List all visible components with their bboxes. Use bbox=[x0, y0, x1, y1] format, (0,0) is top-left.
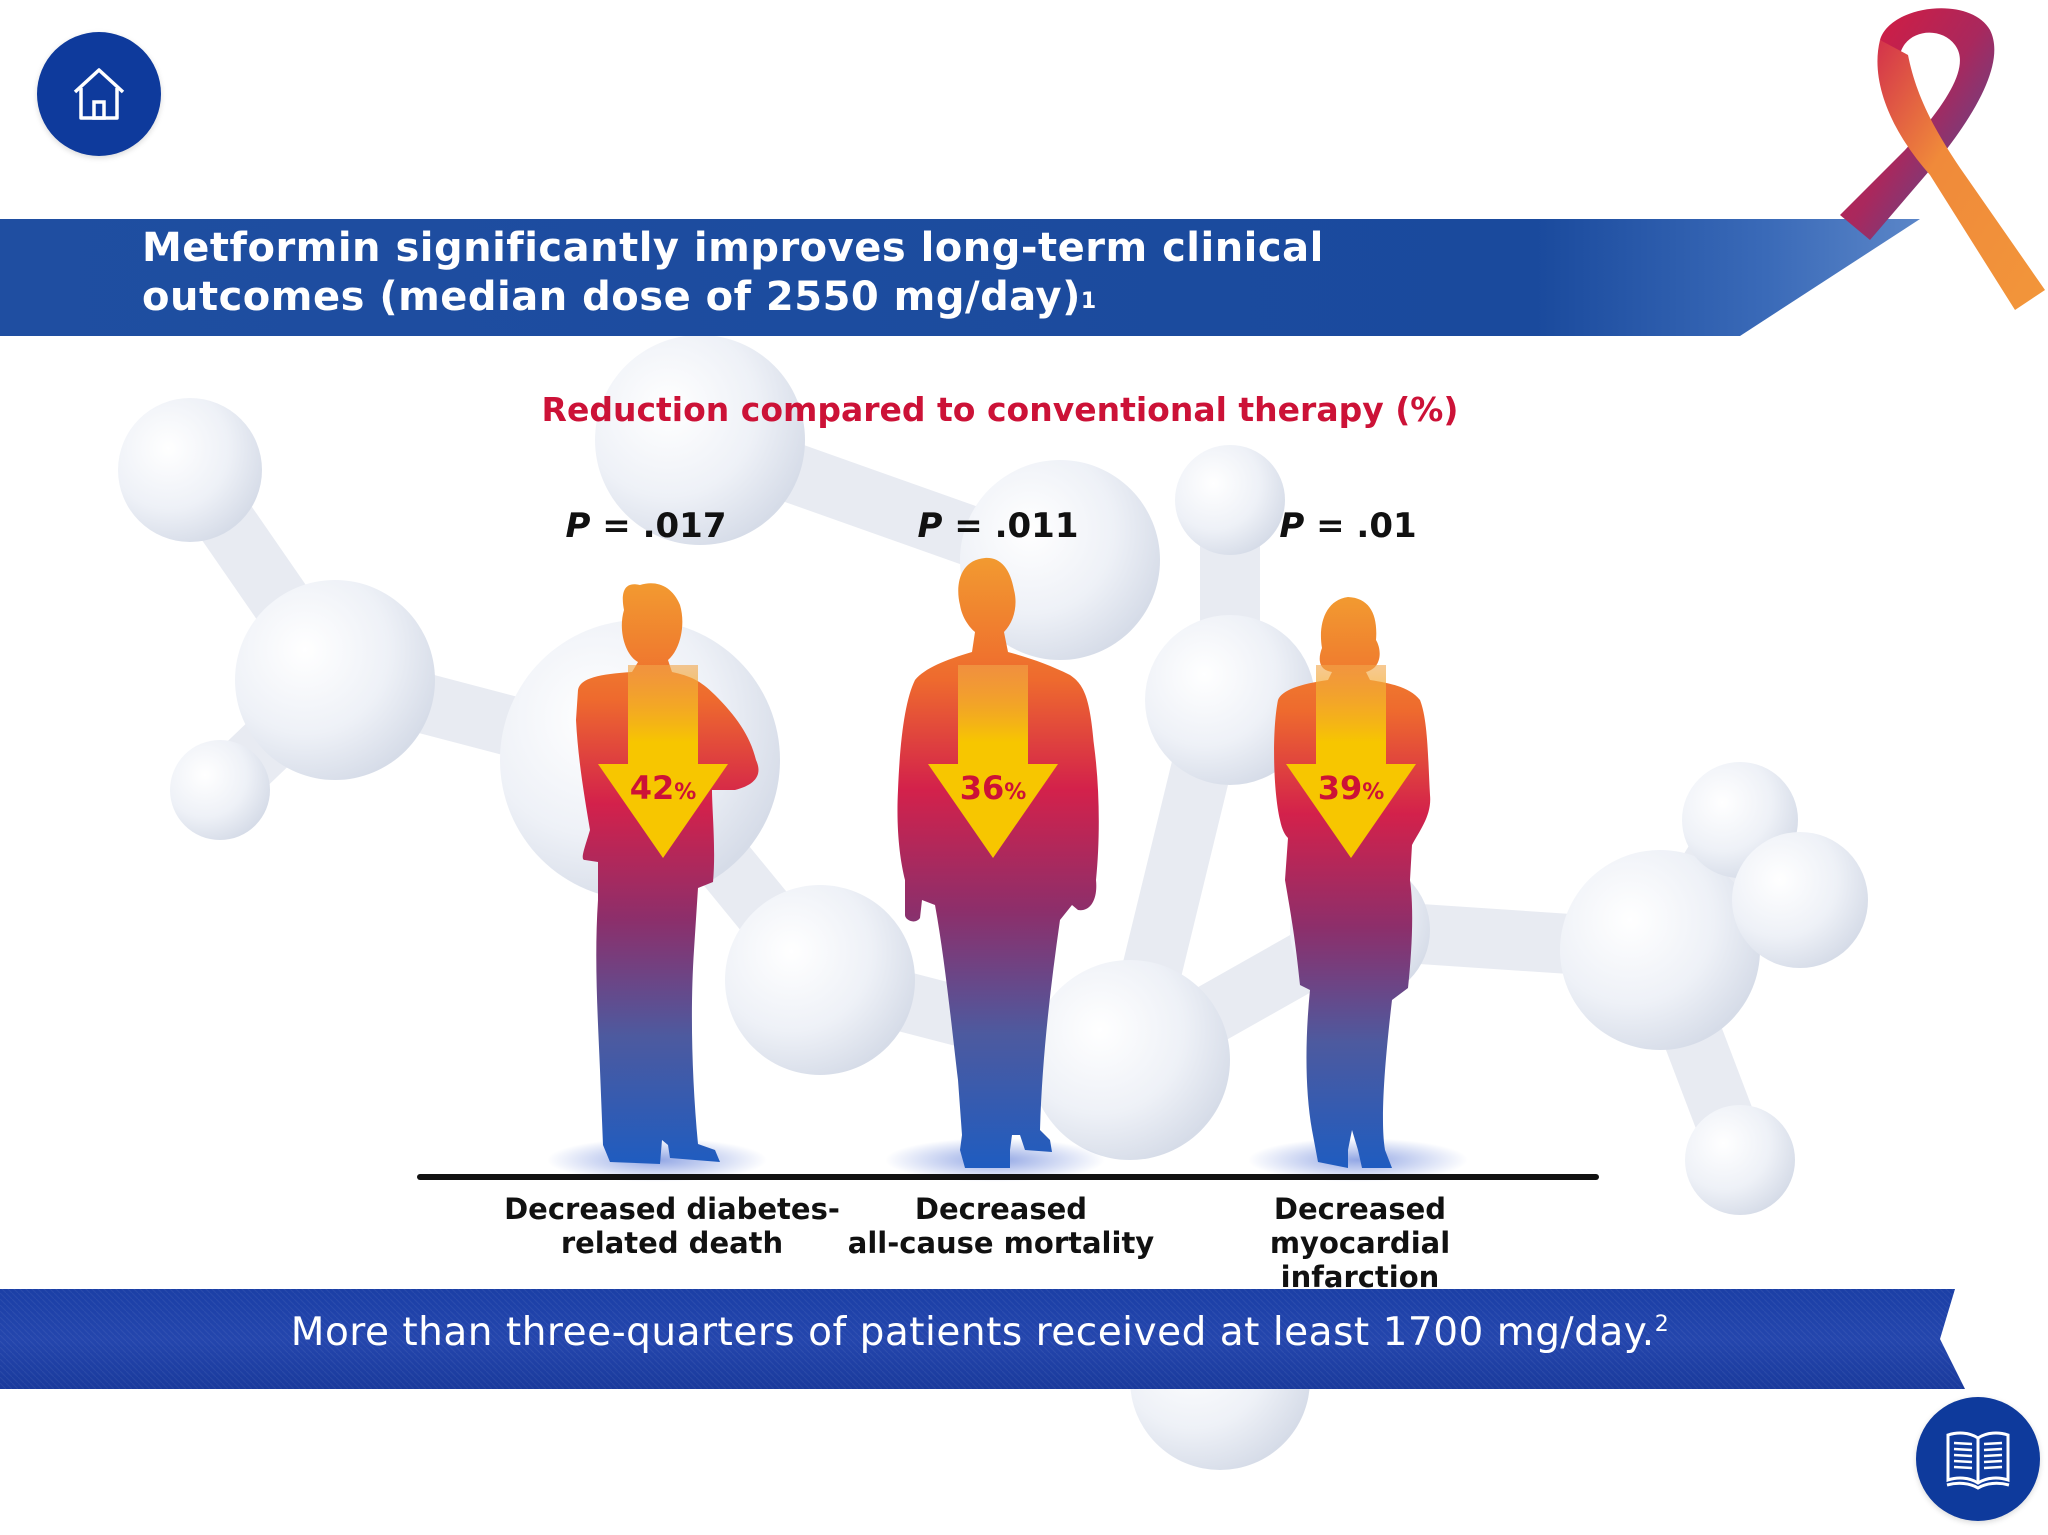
p-value-1: P = .017 bbox=[565, 506, 727, 546]
figure-man-walking bbox=[897, 557, 1099, 1168]
footer-reference: 2 bbox=[1654, 1312, 1670, 1337]
chart-title: Reduction compared to conventional thera… bbox=[541, 390, 1459, 429]
figure-shadow-3 bbox=[1248, 1138, 1468, 1182]
title-line-2: outcomes (median dose of 2550 mg/day)1 bbox=[142, 274, 1097, 320]
title-banner bbox=[0, 219, 1920, 336]
arrow-down-3 bbox=[1286, 665, 1416, 858]
title-line-1: Metformin significantly improves long-te… bbox=[142, 225, 1324, 271]
home-button[interactable] bbox=[37, 32, 161, 156]
arrow-down-2 bbox=[928, 665, 1058, 858]
footer-banner bbox=[0, 1289, 1965, 1389]
figure-woman bbox=[1274, 597, 1431, 1168]
book-icon bbox=[1946, 1431, 2010, 1490]
title-reference: 1 bbox=[1080, 289, 1097, 314]
home-icon bbox=[73, 68, 125, 120]
awareness-ribbon bbox=[1840, 8, 2045, 310]
chart-baseline bbox=[417, 1174, 1599, 1180]
arrow-down-1 bbox=[598, 665, 728, 858]
category-label-2: Decreased all-cause mortality bbox=[847, 1192, 1155, 1260]
value-label-3: 39% bbox=[1318, 769, 1385, 807]
category-label-3: Decreased myocardial infarction bbox=[1269, 1192, 1451, 1294]
references-button[interactable] bbox=[1916, 1397, 2040, 1521]
p-value-3: P = .01 bbox=[1279, 506, 1417, 546]
figure-man-arms-crossed bbox=[576, 583, 759, 1164]
value-label-2: 36% bbox=[960, 769, 1027, 807]
footer-note: More than three-quarters of patients rec… bbox=[290, 1310, 1670, 1355]
p-value-2: P = .011 bbox=[917, 506, 1079, 546]
category-label-1: Decreased diabetes- related death bbox=[504, 1192, 840, 1260]
page-title: Metformin significantly improves long-te… bbox=[142, 224, 1442, 322]
value-label-1: 42% bbox=[630, 769, 697, 807]
